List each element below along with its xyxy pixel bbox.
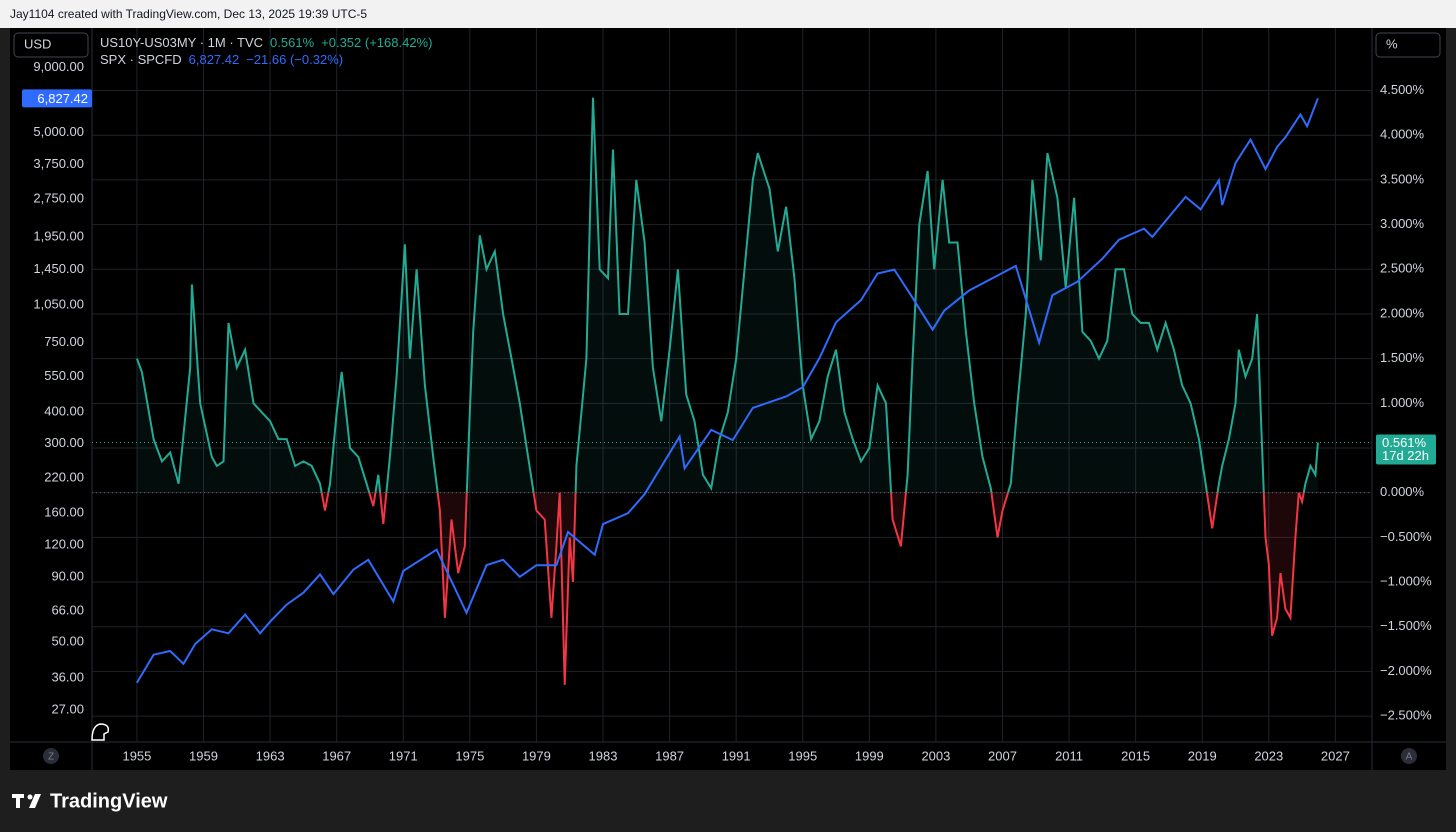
legend-entry: SPX · SPCFD 6,827.42 −21.66 (−0.32%): [100, 52, 343, 67]
y-tick-label: 750.00: [44, 334, 84, 349]
legend-entry: US10Y-US03MY · 1M · TVC 0.561% +0.352 (+16…: [100, 35, 432, 50]
logo-shape: [29, 794, 41, 808]
x-tick-label: 1955: [122, 748, 151, 763]
logo-icon: [91, 723, 110, 741]
y-tick-label: 400.00: [44, 403, 84, 418]
legend-name: US10Y-US03MY · 1M · TVC: [100, 35, 263, 50]
y-tick-label: 90.00: [51, 568, 84, 583]
scale-button-label[interactable]: Z: [48, 752, 54, 763]
y2-tick-label: −2.000%: [1380, 663, 1432, 678]
unit-button[interactable]: [1375, 32, 1441, 58]
y2-tick-label: 4.500%: [1380, 82, 1425, 97]
legend-change: +0.352 (+168.42%): [321, 35, 432, 50]
y-tick-label: 66.00: [51, 603, 84, 618]
price-badge-text: 6,827.42: [37, 91, 88, 106]
legend-name: SPX · SPCFD: [100, 52, 182, 67]
x-tick-label: 1963: [256, 748, 285, 763]
x-tick-label: 1991: [722, 748, 751, 763]
y-tick-label: 5,000.00: [33, 124, 84, 139]
unit-button[interactable]: [13, 32, 89, 58]
y2-tick-label: −0.500%: [1380, 529, 1432, 544]
x-tick-label: 2007: [988, 748, 1017, 763]
header-bar: [0, 0, 1456, 28]
line: [136, 97, 1319, 684]
right-unit[interactable]: %: [1386, 36, 1398, 51]
logo-shape: [27, 794, 33, 800]
left-unit[interactable]: USD: [24, 36, 51, 51]
x-tick-label: 2015: [1121, 748, 1150, 763]
scale-button[interactable]: [1401, 748, 1417, 764]
y-tick-label: 27.00: [51, 701, 84, 716]
y-tick-label: 3,750.00: [33, 156, 84, 171]
header-text: Jay1104 created with TradingView.com, De…: [10, 7, 367, 21]
x-tick-label: 1995: [788, 748, 817, 763]
y-tick-label: 36.00: [51, 670, 84, 685]
x-tick-label: 2023: [1254, 748, 1283, 763]
legend-value: 0.561%: [270, 35, 315, 50]
x-tick-label: 1979: [522, 748, 551, 763]
x-tick-label: 2011: [1055, 748, 1083, 763]
legend-change: −21.66 (−0.32%): [246, 52, 343, 67]
y2-tick-label: −2.500%: [1380, 708, 1432, 723]
y-tick-label: 50.00: [51, 633, 84, 648]
y-tick-label: 300.00: [44, 435, 84, 450]
price-badge: [1376, 434, 1436, 465]
y-tick-label: 1,450.00: [33, 261, 84, 276]
y2-tick-label: −1.500%: [1380, 618, 1432, 633]
x-tick-label: 1967: [322, 748, 351, 763]
y2-tick-label: 1.000%: [1380, 395, 1425, 410]
y2-tick-label: 4.000%: [1380, 127, 1425, 142]
y2-tick-label: 1.500%: [1380, 350, 1425, 365]
x-tick-label: 2019: [1188, 748, 1217, 763]
y-tick-label: 1,050.00: [33, 297, 84, 312]
scale-button-label[interactable]: A: [1406, 752, 1413, 763]
price-badge: [22, 89, 92, 108]
countdown: 17d 22h: [1382, 448, 1429, 463]
logo-shape: [16, 794, 20, 808]
y2-tick-label: 2.000%: [1380, 305, 1425, 320]
line: [135, 97, 1319, 493]
brand-logo: [12, 794, 41, 808]
y-tick-label: 120.00: [44, 536, 84, 551]
y-tick-label: 1,950.00: [33, 228, 84, 243]
y-tick-label: 550.00: [44, 368, 84, 383]
x-tick-label: 2003: [921, 748, 950, 763]
brand-name: TradingView: [50, 790, 168, 812]
y-tick-label: 9,000.00: [33, 59, 84, 74]
x-tick-label: 1975: [455, 748, 484, 763]
y2-tick-label: 2.500%: [1380, 261, 1425, 276]
y-tick-label: 2,750.00: [33, 190, 84, 205]
x-tick-label: 1959: [189, 748, 218, 763]
y-tick-label: 160.00: [44, 505, 84, 520]
legend-value: 6,827.42: [189, 52, 240, 67]
area: [136, 97, 1318, 493]
scale-button[interactable]: [43, 748, 59, 764]
y2-tick-label: 3.500%: [1380, 171, 1425, 186]
y-tick-label: 220.00: [44, 469, 84, 484]
price-badge-text: 0.561%: [1382, 435, 1427, 450]
x-tick-label: 2027: [1321, 748, 1350, 763]
x-tick-label: 1987: [655, 748, 684, 763]
x-tick-label: 1983: [589, 748, 618, 763]
x-tick-label: 1999: [855, 748, 884, 763]
y2-tick-label: 3.000%: [1380, 216, 1425, 231]
y2-tick-label: −1.000%: [1380, 573, 1432, 588]
x-tick-label: 1971: [389, 748, 418, 763]
y2-tick-label: 0.000%: [1380, 484, 1425, 499]
chart-panel: [10, 28, 1446, 770]
